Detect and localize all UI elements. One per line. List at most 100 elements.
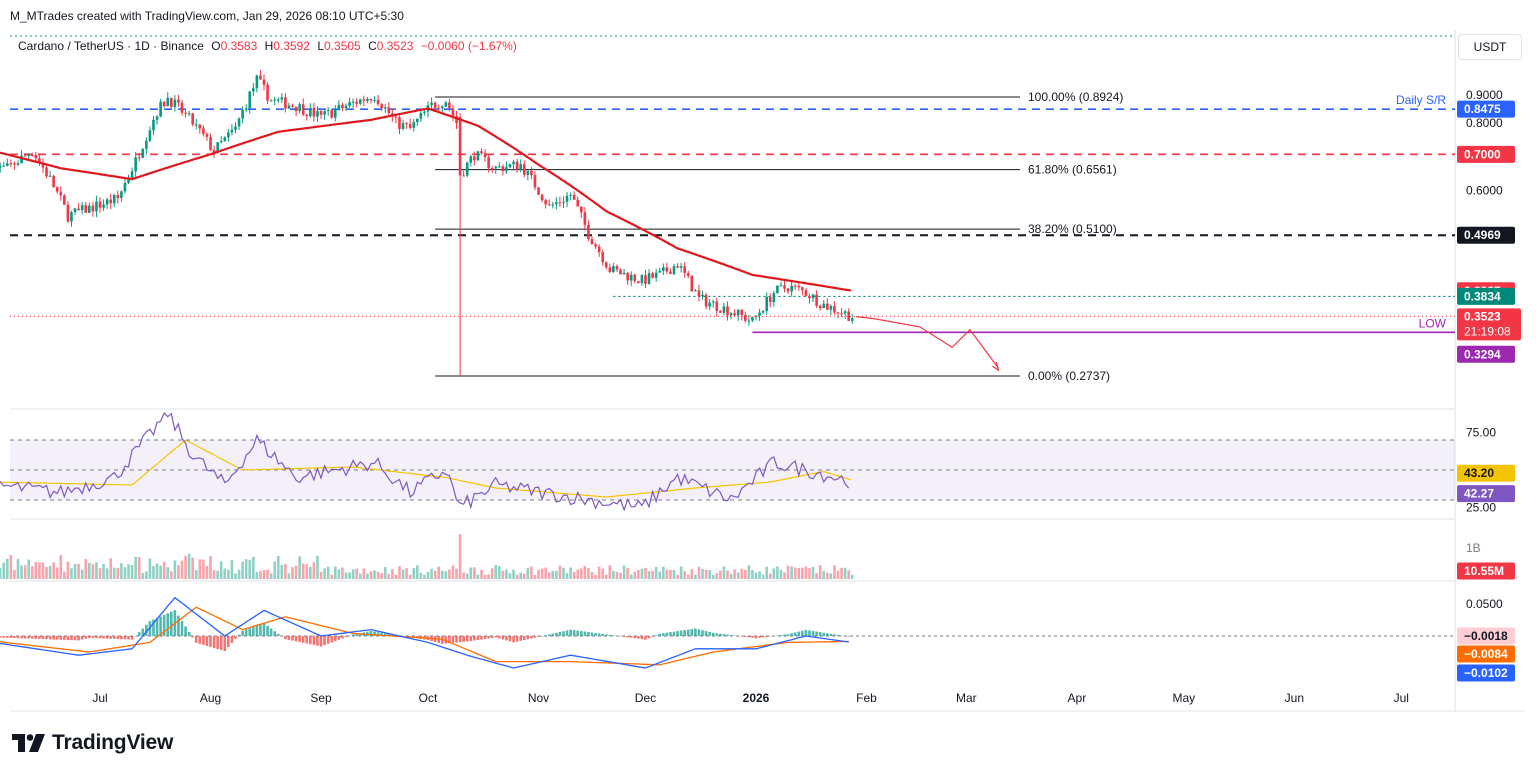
volume-bar [690, 569, 694, 579]
macd-histogram-bar [758, 636, 761, 638]
volume-bar [312, 562, 316, 579]
badge-daily-sr: 0.8475 [1464, 102, 1501, 116]
volume-bar [736, 572, 740, 579]
badge-macd-signal-bg [1457, 645, 1515, 663]
volume-bar [358, 573, 362, 579]
volume-bar [765, 566, 768, 579]
volume-bar [184, 556, 187, 579]
volume-bar [544, 567, 547, 579]
candle-body [519, 164, 522, 170]
volume-bar [637, 569, 640, 579]
candle-body [473, 156, 476, 161]
macd-histogram-bar [501, 636, 505, 640]
macd-histogram-bar [202, 636, 205, 645]
candle-body [116, 194, 120, 199]
candle-body [259, 75, 262, 80]
candle-body [252, 88, 255, 92]
tradingview-brand: TradingView [12, 730, 173, 756]
volume-bar [569, 567, 572, 579]
macd-histogram-bar [608, 634, 612, 636]
volume-bar [440, 570, 444, 579]
volume-bar [102, 564, 105, 579]
volume-bar [501, 570, 505, 579]
candle-body [180, 102, 184, 113]
candle-body [790, 285, 793, 292]
volume-bar [551, 570, 555, 579]
macd-histogram-bar [241, 630, 244, 636]
volume-bar [676, 574, 679, 579]
volume-bar [537, 569, 540, 579]
volume-bar [505, 569, 508, 579]
candle-body [237, 118, 241, 127]
macd-histogram-bar [686, 629, 690, 636]
volume-bar [366, 573, 369, 579]
symbol-name[interactable]: Cardano / TetherUS · 1D · Binance [18, 39, 204, 53]
chart-credit: M_MTrades created with TradingView.com, … [10, 9, 404, 23]
volume-bar [177, 565, 180, 579]
volume-bar [234, 573, 237, 579]
candle-body [555, 202, 558, 205]
brand-name: TradingView [52, 731, 174, 754]
volume-bar [262, 569, 266, 579]
volume-bar [180, 560, 184, 579]
candle-body [779, 285, 783, 287]
candle-body [569, 194, 572, 196]
candle-body [91, 205, 95, 212]
macd-histogram-bar [177, 615, 180, 636]
macd-histogram-bar [387, 633, 391, 636]
macd-histogram-bar [373, 631, 376, 636]
macd-histogram-bar [736, 636, 740, 637]
volume-bar [9, 554, 13, 579]
candle-body [686, 272, 690, 276]
candle-body [733, 313, 736, 316]
volume-bar [526, 567, 530, 579]
macd-histogram-bar [843, 636, 847, 637]
macd-histogram-bar [287, 636, 291, 640]
volume-bar [273, 561, 276, 579]
macd-histogram-bar [112, 636, 116, 639]
candle-body [744, 315, 747, 321]
currency-selector[interactable]: USDT [1458, 34, 1522, 60]
volume-bar [836, 570, 840, 579]
macd-histogram-bar [109, 636, 112, 639]
candle-body [305, 114, 309, 117]
candle-body [587, 224, 590, 240]
volume-bar [84, 558, 88, 579]
candle-body [458, 116, 462, 176]
volume-bar [80, 569, 84, 579]
volume-bar [640, 568, 644, 579]
candle-body [162, 101, 166, 107]
candle-body [565, 195, 569, 202]
volume-bar [34, 561, 38, 579]
volume-bar [729, 574, 733, 579]
candle-body [462, 175, 465, 177]
volume-bar [6, 558, 9, 579]
volume-bar [733, 569, 736, 579]
candle-body [173, 99, 177, 107]
candle-body [134, 157, 137, 172]
candle-body [38, 158, 41, 163]
macd-histogram-bar [462, 636, 465, 642]
volume-bar [476, 574, 480, 579]
macd-histogram-bar [540, 636, 544, 637]
candle-body [498, 166, 501, 168]
macd-histogram-bar [102, 636, 105, 639]
high-label: H [264, 39, 274, 53]
macd-histogram-bar [694, 628, 697, 636]
volume-bar [555, 570, 558, 579]
volume-bar [98, 568, 102, 579]
volume-bar [194, 570, 198, 579]
candle-body [483, 153, 487, 158]
volume-bar [162, 561, 166, 579]
candle-body [55, 187, 59, 192]
candle-body [637, 281, 640, 283]
badge-volume-bg [1457, 562, 1515, 580]
volume-bar [48, 565, 52, 579]
volume-bar [355, 568, 358, 579]
macd-histogram-bar [266, 625, 269, 636]
candle-body [494, 166, 498, 169]
candle-body [448, 102, 451, 109]
low-value: 0.3505 [324, 39, 361, 53]
volume-bar [740, 568, 744, 579]
